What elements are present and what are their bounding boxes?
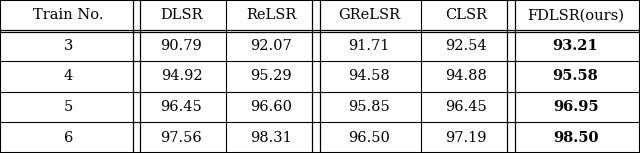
Text: DLSR: DLSR — [160, 8, 203, 22]
Text: 5: 5 — [63, 100, 73, 114]
Text: 90.79: 90.79 — [161, 39, 202, 53]
Text: 96.95: 96.95 — [553, 100, 598, 114]
Text: 93.21: 93.21 — [553, 39, 598, 53]
Text: GReLSR: GReLSR — [338, 8, 400, 22]
Text: 4: 4 — [63, 69, 73, 84]
Text: CLSR: CLSR — [445, 8, 487, 22]
Text: 92.07: 92.07 — [250, 39, 292, 53]
Text: ReLSR: ReLSR — [246, 8, 296, 22]
Text: 94.58: 94.58 — [348, 69, 390, 84]
Text: 3: 3 — [63, 39, 73, 53]
Text: 94.92: 94.92 — [161, 69, 202, 84]
Text: 92.54: 92.54 — [445, 39, 487, 53]
Text: 95.85: 95.85 — [348, 100, 390, 114]
Text: 91.71: 91.71 — [348, 39, 390, 53]
Text: 96.45: 96.45 — [445, 100, 487, 114]
Text: Train No.: Train No. — [33, 8, 104, 22]
Text: 95.29: 95.29 — [250, 69, 292, 84]
Text: 96.50: 96.50 — [348, 131, 390, 145]
Text: 96.60: 96.60 — [250, 100, 292, 114]
Text: 94.88: 94.88 — [445, 69, 487, 84]
Text: 96.45: 96.45 — [161, 100, 202, 114]
Text: FDLSR(ours): FDLSR(ours) — [527, 8, 624, 22]
Text: 97.19: 97.19 — [445, 131, 487, 145]
Text: 98.31: 98.31 — [250, 131, 292, 145]
Text: 97.56: 97.56 — [161, 131, 202, 145]
Text: 95.58: 95.58 — [553, 69, 598, 84]
Text: 98.50: 98.50 — [553, 131, 598, 145]
Text: 6: 6 — [63, 131, 73, 145]
